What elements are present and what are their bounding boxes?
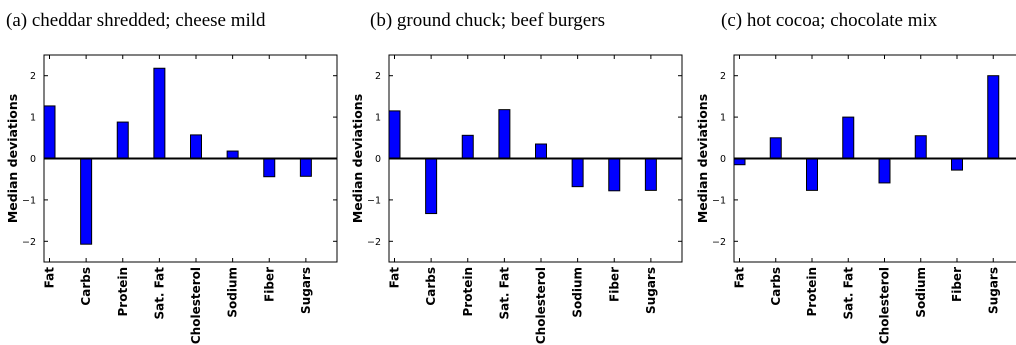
y-tick-label: 1 <box>30 113 36 124</box>
x-tick-label: Cholesterol <box>878 267 892 344</box>
x-tick-label: Sat. Fat <box>152 267 166 320</box>
x-tick-label: Carbs <box>424 267 438 306</box>
x-tick-label: Sat. Fat <box>841 267 855 320</box>
bar <box>842 116 855 159</box>
bar <box>644 158 657 191</box>
bar <box>914 135 927 159</box>
y-tick-label: −1 <box>367 195 381 206</box>
bar <box>461 134 474 159</box>
bar <box>263 158 276 178</box>
y-tick-label: 0 <box>375 154 381 165</box>
x-tick-label: Cholesterol <box>189 267 203 344</box>
bar <box>498 109 511 160</box>
x-tick-label: Carbs <box>79 267 93 306</box>
bar <box>951 158 963 171</box>
y-tick-label: −2 <box>712 237 726 248</box>
y-tick-label: 1 <box>375 113 381 124</box>
x-tick-label: Fiber <box>950 267 964 302</box>
x-tick-label: Sodium <box>226 267 240 318</box>
bar <box>116 121 129 159</box>
bar <box>43 105 56 159</box>
bar <box>388 110 401 159</box>
x-tick-label: Protein <box>116 267 130 317</box>
y-tick-label: 2 <box>30 71 36 82</box>
panel-title: (c) hot cocoa; chocolate mix <box>721 10 938 31</box>
bar <box>190 134 202 159</box>
x-tick-label: Carbs <box>769 267 783 306</box>
y-tick-label: 2 <box>375 71 381 82</box>
x-tick-label: Sodium <box>571 267 585 318</box>
bar <box>987 75 1000 159</box>
y-tick-label: 1 <box>720 113 726 124</box>
x-tick-label: Fiber <box>607 267 621 302</box>
y-tick-label: −2 <box>367 237 381 248</box>
bar <box>425 158 438 215</box>
bar <box>608 158 621 192</box>
bar <box>226 150 239 160</box>
x-tick-label: Fat <box>388 267 402 289</box>
y-tick-label: 0 <box>30 154 36 165</box>
x-tick-label: Sugars <box>644 267 658 314</box>
x-tick-label: Sat. Fat <box>497 267 511 320</box>
x-tick-label: Protein <box>461 267 475 317</box>
y-tick-label: 0 <box>720 154 726 165</box>
y-axis-label: Median deviations <box>695 94 710 223</box>
bar <box>80 158 93 245</box>
bar <box>806 158 818 191</box>
x-tick-label: Fiber <box>262 267 276 302</box>
panel-title: (b) ground chuck; beef burgers <box>370 10 605 31</box>
y-tick-label: −1 <box>22 195 36 206</box>
bar <box>153 67 166 159</box>
x-tick-label: Sodium <box>914 267 928 318</box>
y-tick-label: −2 <box>22 237 36 248</box>
bar <box>535 143 547 159</box>
bar <box>299 158 312 177</box>
y-tick-label: −1 <box>712 195 726 206</box>
x-tick-label: Fat <box>733 267 747 289</box>
bar <box>571 158 584 188</box>
panel-title: (a) cheddar shredded; cheese mild <box>6 10 266 31</box>
y-tick-label: 2 <box>720 71 726 82</box>
y-axis-label: Median deviations <box>350 94 365 223</box>
bar <box>769 137 782 160</box>
y-axis-label: Median deviations <box>5 94 20 223</box>
bar <box>878 158 891 184</box>
x-tick-label: Protein <box>805 267 819 317</box>
x-tick-label: Cholesterol <box>534 267 548 344</box>
x-tick-label: Sugars <box>986 267 1000 314</box>
x-tick-label: Fat <box>43 267 57 289</box>
x-tick-label: Sugars <box>299 267 313 314</box>
